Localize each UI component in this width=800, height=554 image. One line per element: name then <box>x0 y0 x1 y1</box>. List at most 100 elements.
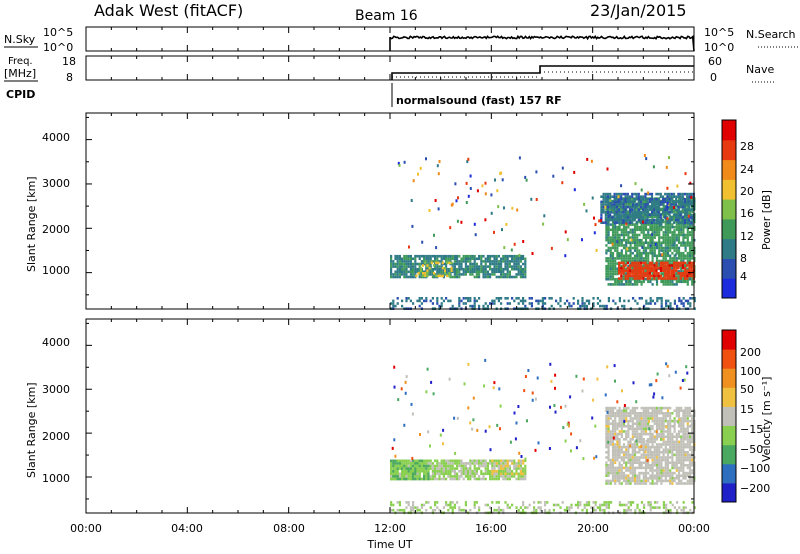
heatmap-cell <box>575 374 578 378</box>
heatmap-cell <box>605 272 608 276</box>
heatmap-cell <box>638 259 641 263</box>
heatmap-cell <box>615 221 618 224</box>
heatmap-cell <box>620 458 623 462</box>
heatmap-cell <box>635 205 638 209</box>
heatmap-cell <box>682 482 685 485</box>
heatmap-cell <box>484 467 487 470</box>
heatmap-cell <box>622 406 626 410</box>
heatmap-cell <box>644 211 647 214</box>
heatmap-cell <box>655 272 658 275</box>
heatmap-cell <box>620 469 623 472</box>
heatmap-cell <box>644 479 648 483</box>
heatmap-cell <box>616 432 619 436</box>
heatmap-cell <box>649 215 652 219</box>
heatmap-cell <box>673 422 676 425</box>
heatmap-cell <box>646 205 649 209</box>
heatmap-cell <box>658 246 661 250</box>
heatmap-cell <box>524 270 527 274</box>
heatmap-cell <box>668 264 671 267</box>
heatmap-cell <box>688 456 692 459</box>
heatmap-cell <box>534 448 537 452</box>
heatmap-cell <box>636 477 639 480</box>
heatmap-cell <box>390 475 393 478</box>
heatmap-cell <box>616 425 619 428</box>
heatmap-cell <box>515 273 518 276</box>
heatmap-cell <box>686 205 689 208</box>
heatmap-cell <box>522 459 525 463</box>
heatmap-cell <box>451 462 454 465</box>
heatmap-cell <box>629 508 632 512</box>
heatmap-cell <box>655 221 658 224</box>
heatmap-cell <box>673 210 676 213</box>
heatmap-cell <box>473 477 476 481</box>
heatmap-cell <box>653 262 656 265</box>
heatmap-cell <box>409 464 412 468</box>
heatmap-cell <box>673 277 676 280</box>
heatmap-cell <box>647 479 650 483</box>
heatmap-cell <box>686 251 689 255</box>
heatmap-cell <box>662 257 665 260</box>
heatmap-cell <box>650 198 654 201</box>
heatmap-cell <box>664 458 667 462</box>
heatmap-cell <box>607 257 610 260</box>
heatmap-cell <box>682 270 685 273</box>
heatmap-cell <box>653 211 656 214</box>
heatmap-cell <box>659 216 662 219</box>
heatmap-cell <box>653 435 656 438</box>
heatmap-cell <box>390 265 393 268</box>
heatmap-cell <box>394 275 397 279</box>
heatmap-cell <box>644 249 648 252</box>
heatmap-cell <box>442 477 445 481</box>
heatmap-cell <box>613 364 616 368</box>
heatmap-cell <box>686 427 689 431</box>
heatmap-cell <box>480 472 483 476</box>
heatmap-cell <box>633 406 637 410</box>
heatmap-cell <box>669 508 672 512</box>
heatmap-cell <box>681 272 684 275</box>
heatmap-cell <box>679 200 682 204</box>
heatmap-cell <box>691 236 694 239</box>
heatmap-cell <box>573 188 576 192</box>
heatmap-cell <box>614 451 617 454</box>
heatmap-cell <box>478 464 481 468</box>
heatmap-cell <box>618 297 621 300</box>
heatmap-cell <box>627 501 630 504</box>
heatmap-cell <box>680 451 683 454</box>
heatmap-cell <box>647 191 650 195</box>
heatmap-cell <box>641 447 644 451</box>
heatmap-cell <box>484 273 487 276</box>
heatmap-cell <box>673 445 676 449</box>
heatmap-cell <box>622 479 626 483</box>
heatmap-cell <box>677 471 681 475</box>
heatmap-cell <box>519 475 522 478</box>
heatmap-cell <box>416 506 419 509</box>
heatmap-cell <box>502 267 505 271</box>
heatmap-cell <box>429 254 432 258</box>
heatmap-cell <box>640 277 643 280</box>
heatmap-cell <box>445 472 448 476</box>
heatmap-cell <box>691 482 694 485</box>
heatmap-cell <box>396 275 399 279</box>
heatmap-cell <box>666 456 670 459</box>
heatmap-cell <box>451 254 454 258</box>
heatmap-cell <box>401 469 404 473</box>
heatmap-cell <box>605 259 608 263</box>
heatmap-cell <box>684 269 687 272</box>
heatmap-cell <box>522 462 525 465</box>
heatmap-cell <box>688 479 692 483</box>
heatmap-cell <box>690 274 693 278</box>
heatmap-cell <box>677 225 681 229</box>
heatmap-cell <box>464 469 467 473</box>
heatmap-cell <box>609 262 612 265</box>
heatmap-cell <box>405 506 408 509</box>
heatmap-cell <box>682 466 685 470</box>
heatmap-cell <box>691 244 694 247</box>
heatmap-cell <box>609 435 612 438</box>
heatmap-cell <box>677 249 681 252</box>
heatmap-cell <box>620 277 623 280</box>
heatmap-cell <box>686 283 689 286</box>
heatmap-cell <box>653 477 656 480</box>
heatmap-cell <box>478 297 481 300</box>
heatmap-cell <box>469 270 472 274</box>
heatmap-cell <box>607 267 610 271</box>
